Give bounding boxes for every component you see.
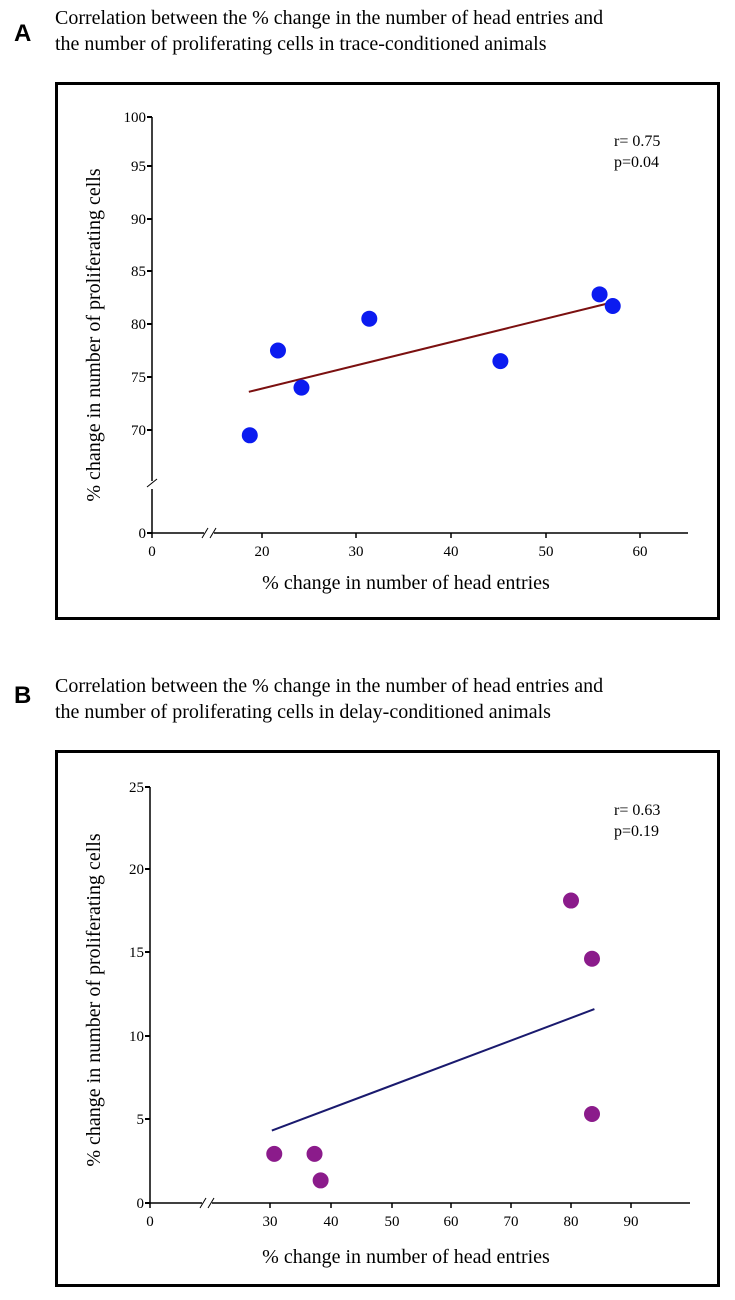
panel-a-y-break-mark: [146, 478, 158, 488]
panel-a-data-point-4: [361, 310, 378, 327]
panel-b-data-point-4: [563, 892, 579, 909]
panel-a-x-tick-label-60: 60: [633, 544, 648, 560]
panel-a-stat-1: r= 0.75: [614, 133, 660, 150]
panel-a-title-line-2: the number of proliferating cells in tra…: [55, 33, 547, 55]
panel-b-stat-2: p=0.19: [614, 823, 659, 840]
panel-b-data-point-2: [306, 1145, 323, 1162]
panel-a-y-tick-label-85: 85: [131, 264, 146, 280]
panel-a-x-break-mark-2: [209, 527, 217, 539]
panel-b-x-tick-label-70: 70: [504, 1214, 519, 1230]
panel-b-data-point-1: [266, 1145, 283, 1162]
panel-a-data-point-2: [269, 342, 286, 359]
panel-a-x-tick-label-20: 20: [255, 544, 270, 560]
panel-b-x-tick-label-0: 0: [146, 1214, 154, 1230]
panel-a-y-tick-label-90: 90: [131, 212, 146, 228]
panel-b-data-point-3: [312, 1172, 329, 1189]
panel-a-data-point-5: [492, 353, 509, 370]
panel-b-trendline: [271, 1008, 595, 1132]
panel-a-y-tick-label-0: 0: [139, 526, 147, 542]
panel-a-title-line-1: Correlation between the % change in the …: [55, 7, 604, 29]
panel-a-x-tick-label-40: 40: [444, 544, 459, 560]
panel-a-y-break-gap: [148, 481, 156, 489]
panel-a-x-tick-label-0: 0: [148, 544, 156, 560]
panel-b-x-break-mark-2: [207, 1197, 215, 1209]
panel-a-x-break-gap: [204, 529, 214, 537]
panel-a-x-tick-label-30: 30: [349, 544, 364, 560]
panel-b-x-tick-label-60: 60: [444, 1214, 459, 1230]
panel-b-y-tick-label-20: 20: [129, 862, 144, 878]
panel-a-title: Correlation between the % change in the …: [55, 5, 603, 57]
panel-a-y-tick-label-80: 80: [131, 317, 146, 333]
panel-b-x-tick-label-90: 90: [624, 1214, 639, 1230]
panel-a-y-axis-label: % change in number of proliferating cell…: [83, 168, 105, 501]
panel-b-x-tick-label-30: 30: [263, 1214, 278, 1230]
panel-b-x-break-gap: [202, 1199, 212, 1207]
panel-b-x-tick-label-80: 80: [564, 1214, 579, 1230]
panel-b-y-tick-label-25: 25: [129, 780, 144, 796]
panel-b-frame: [55, 750, 720, 1287]
panel-a-data-point-1: [241, 427, 258, 444]
panel-b-y-tick-label-5: 5: [137, 1112, 145, 1128]
panel-b-x-tick-label-50: 50: [385, 1214, 400, 1230]
panel-a-stat-2: p=0.04: [614, 154, 659, 171]
panel-a-y-tick-label-70: 70: [131, 423, 146, 439]
panel-b-title-line-1: Correlation between the % change in the …: [55, 675, 604, 697]
panel-a-trendline: [248, 302, 607, 393]
panel-a-data-point-3: [293, 379, 310, 396]
panel-b-stat-1: r= 0.63: [614, 802, 660, 819]
panel-a-data-point-6: [591, 286, 608, 303]
panel-b-title-line-2: the number of proliferating cells in del…: [55, 701, 551, 723]
panel-a-x-break-mark-1: [201, 527, 209, 539]
panel-b-title: Correlation between the % change in the …: [55, 673, 603, 725]
panel-b-y-axis-label: % change in number of proliferating cell…: [83, 833, 105, 1166]
panel-b-x-tick-label-40: 40: [324, 1214, 339, 1230]
panel-b-x-break-mark-1: [199, 1197, 207, 1209]
panel-b-y-tick-label-10: 10: [129, 1029, 144, 1045]
panel-a-y-tick-label-75: 75: [131, 370, 146, 386]
panel-b-y-tick-label-15: 15: [129, 945, 144, 961]
panel-a-x-tick-label-50: 50: [539, 544, 554, 560]
panel-b-y-tick-label-0: 0: [137, 1196, 145, 1212]
panel-b-x-axis-label: % change in number of head entries: [262, 1246, 550, 1268]
panel-a-frame: [55, 82, 720, 620]
panel-a-x-axis-label: % change in number of head entries: [262, 572, 550, 594]
panel-b-data-point-5: [584, 950, 600, 967]
panel-b-letter: B: [14, 682, 32, 709]
panel-a-letter: A: [14, 20, 32, 47]
panel-b-data-point-6: [584, 1106, 600, 1123]
panel-a-y-tick-label-95: 95: [131, 159, 146, 175]
panel-a-data-point-7: [604, 297, 621, 314]
panel-a-y-tick-label-100: 100: [124, 110, 147, 126]
